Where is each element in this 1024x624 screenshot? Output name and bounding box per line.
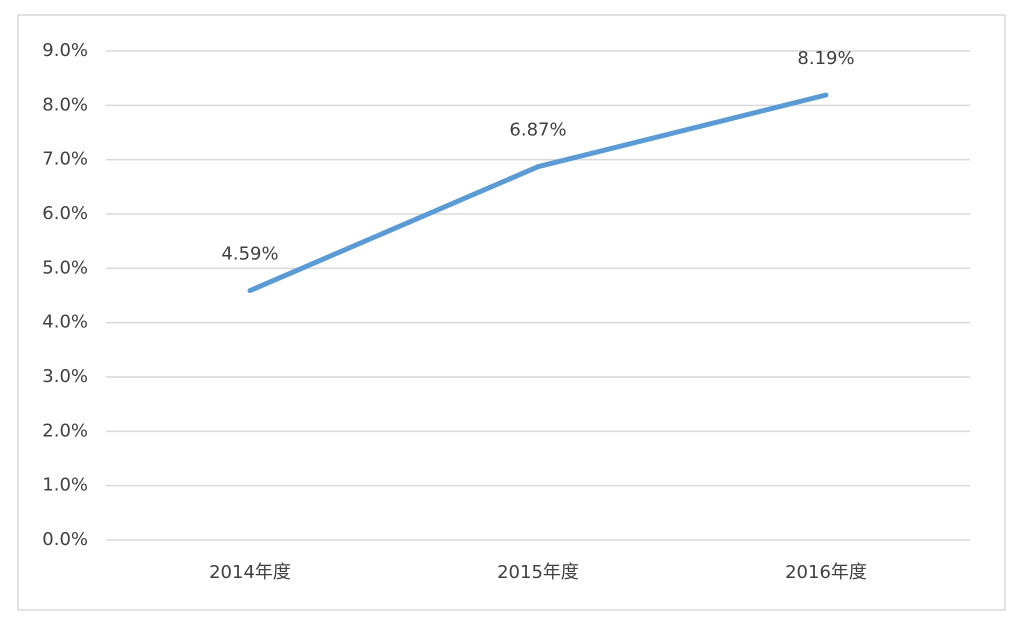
x-tick-label: 2014年度 <box>209 562 291 583</box>
y-tick-label: 4.0% <box>42 312 88 333</box>
chart-frame <box>17 14 1006 611</box>
y-tick-label: 2.0% <box>42 420 88 441</box>
data-label: 6.87% <box>509 120 566 141</box>
y-tick-label: 7.0% <box>42 149 88 170</box>
y-tick-label: 1.0% <box>42 475 88 496</box>
y-tick-label: 3.0% <box>42 366 88 387</box>
y-tick-label: 5.0% <box>42 257 88 278</box>
y-tick-label: 9.0% <box>42 40 88 61</box>
y-tick-label: 0.0% <box>42 529 88 550</box>
data-line <box>247 92 829 294</box>
x-tick-label: 2016年度 <box>785 562 867 583</box>
x-tick-label: 2015年度 <box>497 562 579 583</box>
data-label: 8.19% <box>797 48 854 69</box>
y-tick-label: 8.0% <box>42 94 88 115</box>
data-label: 4.59% <box>221 244 278 265</box>
y-tick-label: 6.0% <box>42 203 88 224</box>
